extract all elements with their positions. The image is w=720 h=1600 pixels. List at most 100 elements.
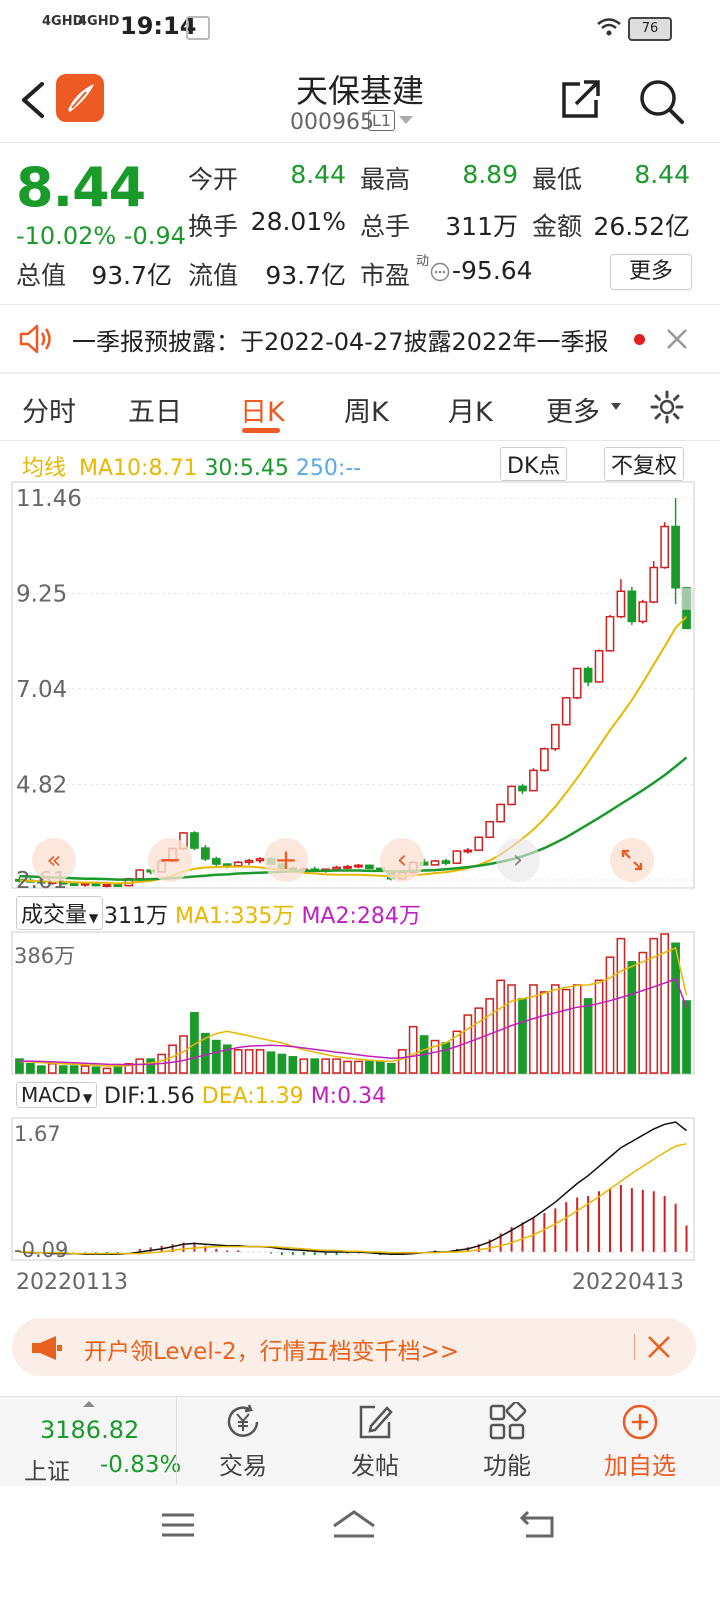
- change-amount: -0.94: [123, 222, 186, 250]
- scroll-right-button[interactable]: ›: [496, 838, 540, 882]
- volume-bar: [58, 1065, 68, 1074]
- candle-body: [649, 566, 659, 603]
- bottom-divider: [176, 1398, 177, 1484]
- dk-point-button[interactable]: DK点: [500, 447, 568, 481]
- volume-bar: [124, 1062, 134, 1074]
- expand-up-caret-icon[interactable]: [82, 1400, 96, 1408]
- back-nav-icon[interactable]: [518, 1508, 558, 1542]
- battery-icon: 76: [628, 17, 672, 41]
- index-name[interactable]: 上证: [24, 1459, 70, 1485]
- amount-value: 26.52亿: [593, 212, 690, 241]
- volume-ma1-legend: MA1:335万: [175, 904, 295, 929]
- volume-bar: [397, 1049, 407, 1074]
- candle-body: [594, 650, 604, 683]
- volume-bar: [168, 1044, 177, 1074]
- active-tab-indicator: [242, 428, 280, 433]
- promo-banner[interactable]: [12, 1318, 696, 1376]
- tab-weekly-k[interactable]: 周K: [344, 397, 389, 428]
- unread-dot: [634, 334, 645, 345]
- volume-bar: [441, 1042, 451, 1074]
- close-promo-icon[interactable]: [646, 1334, 672, 1360]
- add-watchlist-label: 加自选: [604, 1452, 676, 1480]
- tab-more-caret-icon[interactable]: [610, 402, 622, 412]
- macd-frame: [11, 1117, 695, 1261]
- function-label: 功能: [483, 1452, 531, 1480]
- candle-body: [430, 860, 440, 866]
- settings-gear-icon[interactable]: [650, 390, 684, 424]
- expand-icon: [621, 849, 643, 871]
- volume-label: 总手: [360, 212, 411, 241]
- header-divider: [0, 142, 720, 143]
- volume-bar: [430, 1039, 440, 1074]
- macd-indicator-select[interactable]: MACD ▼: [16, 1082, 98, 1108]
- tab-five-day[interactable]: 五日: [128, 397, 182, 428]
- volume-bar: [365, 1060, 374, 1074]
- home-icon[interactable]: [330, 1506, 378, 1542]
- volume-bar: [496, 979, 505, 1074]
- candle-body: [365, 864, 374, 870]
- tab-more[interactable]: 更多: [546, 397, 600, 428]
- scroll-left-far-button[interactable]: «: [32, 838, 76, 882]
- volume-legend: 311万 MA1:335万 MA2:284万: [104, 898, 421, 930]
- index-change[interactable]: -0.83%: [100, 1452, 182, 1478]
- volume-bar: [616, 937, 626, 1074]
- volume-bar: [550, 984, 560, 1074]
- more-quote-button[interactable]: 更多: [610, 254, 692, 290]
- speaker-icon: [19, 324, 51, 354]
- fullscreen-button[interactable]: [610, 838, 654, 882]
- volume-bar: [91, 1066, 101, 1074]
- price-axis-label: 9.25: [16, 581, 67, 607]
- share-icon[interactable]: [560, 78, 602, 120]
- candle-body: [69, 883, 79, 887]
- candle-body: [244, 859, 254, 864]
- volume-bar: [561, 988, 571, 1074]
- volume-bar: [485, 998, 495, 1074]
- add-circle-icon: [622, 1404, 658, 1440]
- post-button[interactable]: 发帖: [338, 1402, 412, 1481]
- date-start: 20220113: [16, 1270, 128, 1295]
- candle-body: [233, 861, 243, 867]
- high-label: 最高: [360, 165, 411, 194]
- volume-ma2-line: [19, 977, 688, 1066]
- date-end: 20220413: [572, 1270, 684, 1295]
- status-bar: 4GHD 4GHD 19:14 76: [0, 0, 720, 56]
- add-watchlist-button[interactable]: 加自选: [598, 1402, 682, 1481]
- notice-text[interactable]: 一季报预披露：于2022-04-27披露2022年一季报: [72, 328, 609, 356]
- promo-text[interactable]: 开户领Level-2，行情五档变千档>>: [84, 1339, 460, 1365]
- volume-bar: [474, 1007, 484, 1074]
- trade-button[interactable]: 交易: [206, 1402, 280, 1481]
- tab-intraday[interactable]: 分时: [22, 397, 76, 428]
- scroll-left-button[interactable]: ‹: [380, 838, 424, 882]
- logo-feather-icon: [68, 84, 94, 112]
- volume-bar: [321, 1058, 331, 1074]
- tab-daily-k[interactable]: 日K: [240, 397, 285, 428]
- volume-bar: [671, 942, 680, 1074]
- close-notice-icon[interactable]: [666, 328, 688, 350]
- candle-body: [572, 667, 582, 699]
- info-dots-icon[interactable]: [430, 262, 450, 282]
- dropdown-caret-icon[interactable]: [398, 114, 414, 126]
- zoom-out-button[interactable]: −: [148, 838, 192, 882]
- tab-monthly-k[interactable]: 月K: [448, 397, 493, 428]
- ma30-line: [19, 756, 688, 881]
- kline-chart[interactable]: 11.469.257.044.822.61: [0, 0, 720, 1310]
- menu-icon[interactable]: [160, 1510, 196, 1540]
- candle-body: [201, 847, 210, 860]
- volume-bar: [332, 1058, 341, 1074]
- ma30-legend: 30:5.45: [204, 456, 289, 481]
- candle-body: [616, 590, 626, 618]
- candle-body: [540, 748, 549, 772]
- index-value[interactable]: 3186.82: [40, 1416, 140, 1444]
- back-arrow-icon[interactable]: [18, 80, 48, 120]
- macd-dea-legend: DEA:1.39: [201, 1084, 304, 1109]
- level-badge[interactable]: L1: [368, 110, 396, 131]
- volume-indicator-select[interactable]: 成交量 ▼: [16, 896, 104, 930]
- volume-bar: [222, 1044, 232, 1074]
- zoom-in-button[interactable]: +: [264, 838, 308, 882]
- search-icon[interactable]: [638, 78, 684, 124]
- adjust-button[interactable]: 不复权: [604, 447, 685, 481]
- volume-bar: [277, 1053, 287, 1074]
- volume-bar: [386, 1062, 396, 1074]
- app-logo: [56, 74, 104, 122]
- function-button[interactable]: 功能: [470, 1400, 544, 1481]
